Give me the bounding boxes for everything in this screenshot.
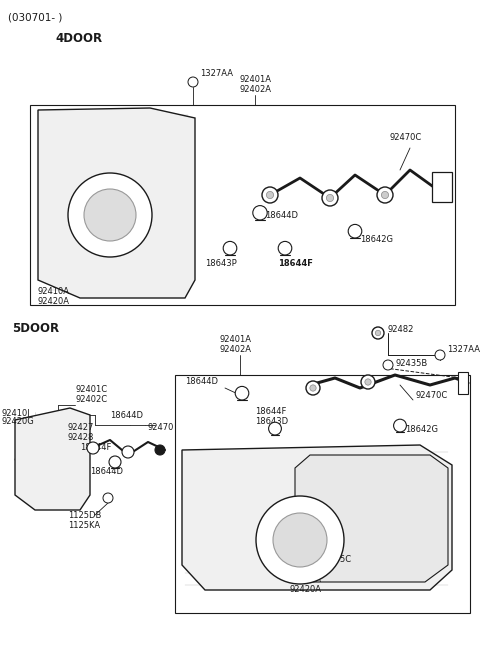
Text: 1125DB: 1125DB <box>68 510 101 520</box>
Text: 5DOOR: 5DOOR <box>12 321 59 334</box>
Text: 92401A: 92401A <box>220 336 252 344</box>
Circle shape <box>155 445 165 455</box>
Text: 1327AA: 1327AA <box>447 346 480 355</box>
Text: 92402A: 92402A <box>220 346 252 355</box>
Polygon shape <box>295 455 448 582</box>
Circle shape <box>394 419 407 432</box>
Circle shape <box>269 422 281 435</box>
Circle shape <box>253 206 267 220</box>
Text: 92420A: 92420A <box>38 296 70 306</box>
Text: 92470C: 92470C <box>415 390 447 399</box>
Text: 92410J: 92410J <box>2 409 31 417</box>
Circle shape <box>103 493 113 503</box>
Circle shape <box>68 173 152 257</box>
Text: 18643D: 18643D <box>255 417 288 426</box>
Text: 92482: 92482 <box>388 325 414 334</box>
Circle shape <box>87 442 99 454</box>
Circle shape <box>377 187 393 203</box>
Circle shape <box>223 241 237 255</box>
Circle shape <box>273 513 327 567</box>
Text: 18642G: 18642G <box>405 426 438 434</box>
Text: 92427: 92427 <box>68 422 95 432</box>
Circle shape <box>256 496 344 584</box>
Circle shape <box>322 190 338 206</box>
Text: 1327AA: 1327AA <box>200 68 233 78</box>
Bar <box>432 172 452 202</box>
Circle shape <box>188 77 198 87</box>
Text: 18644F: 18644F <box>255 407 287 417</box>
Text: 18644D: 18644D <box>90 468 123 476</box>
Circle shape <box>84 189 136 241</box>
Text: 92401C: 92401C <box>75 386 107 394</box>
Text: 92470: 92470 <box>148 424 174 432</box>
Text: 18644F: 18644F <box>278 258 313 267</box>
Text: 92410A: 92410A <box>38 288 70 296</box>
Polygon shape <box>15 408 90 510</box>
Circle shape <box>361 375 375 389</box>
Text: 18644D: 18644D <box>265 210 298 219</box>
Circle shape <box>266 191 274 198</box>
Bar <box>30 105 455 305</box>
Text: 92402C: 92402C <box>75 396 107 405</box>
Circle shape <box>382 191 389 198</box>
Polygon shape <box>182 445 452 590</box>
Text: 92455C: 92455C <box>320 556 352 564</box>
Circle shape <box>235 386 249 400</box>
Text: 92428: 92428 <box>68 432 95 442</box>
Text: 92470C: 92470C <box>390 133 422 143</box>
Text: 4DOOR: 4DOOR <box>55 32 102 45</box>
Text: 92402A: 92402A <box>240 85 272 95</box>
Text: (030701- ): (030701- ) <box>8 13 62 23</box>
Text: 18643P: 18643P <box>205 258 237 267</box>
Text: 92420A: 92420A <box>290 585 322 595</box>
Text: 18642G: 18642G <box>360 235 393 244</box>
Text: 92401A: 92401A <box>240 76 272 85</box>
Circle shape <box>365 379 371 385</box>
Circle shape <box>306 381 320 395</box>
Circle shape <box>262 187 278 203</box>
Text: 92435B: 92435B <box>396 359 428 367</box>
Text: 18644D: 18644D <box>185 378 218 386</box>
Circle shape <box>383 360 393 370</box>
Bar <box>175 375 470 613</box>
Bar <box>458 372 468 394</box>
Text: 18644D: 18644D <box>110 411 143 420</box>
Text: 92420G: 92420G <box>2 417 35 426</box>
Text: 1125KA: 1125KA <box>68 520 100 530</box>
Polygon shape <box>38 108 195 298</box>
Circle shape <box>122 446 134 458</box>
Text: 92410A: 92410A <box>290 576 322 585</box>
Circle shape <box>310 385 316 391</box>
Circle shape <box>326 194 334 202</box>
Text: 18644F: 18644F <box>80 443 111 453</box>
Circle shape <box>435 350 445 360</box>
Circle shape <box>372 327 384 339</box>
Circle shape <box>278 241 292 255</box>
Circle shape <box>375 330 381 336</box>
Circle shape <box>348 225 362 238</box>
Circle shape <box>109 456 121 468</box>
